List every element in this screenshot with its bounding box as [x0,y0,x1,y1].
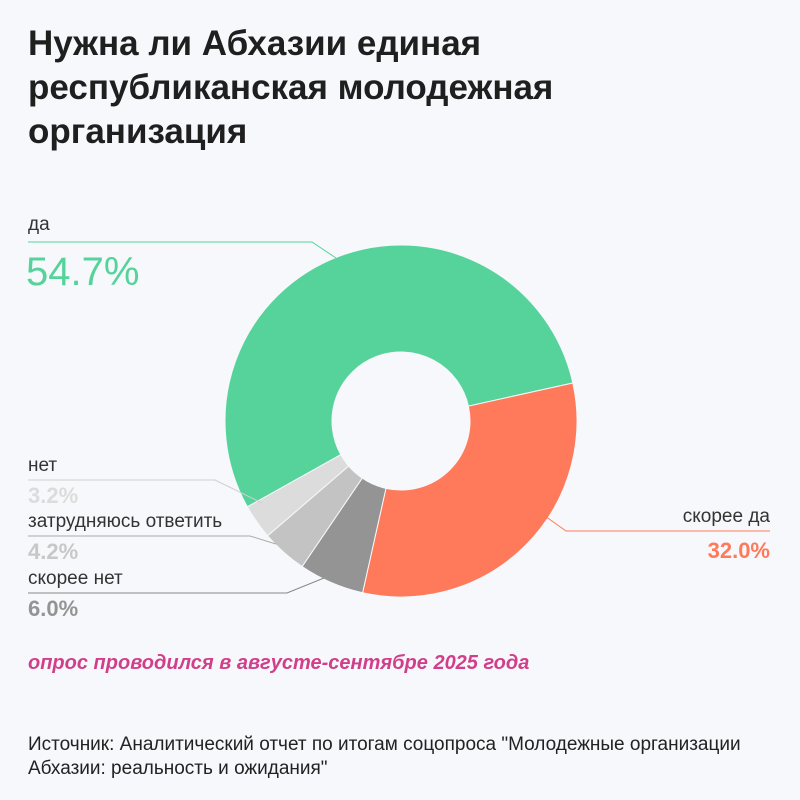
value-skoree-net: 6.0% [28,596,79,621]
donut-slice-4 [246,453,350,537]
value-zatrud: 4.2% [28,539,79,564]
label-net: нет [28,455,58,476]
chart-title: Нужна ли Абхазии единая республиканская … [28,24,554,151]
survey-note: опрос проводился в августе-сентябре 2025… [28,652,530,674]
value-net: 3.2% [28,483,79,508]
leader-line-da [28,241,337,259]
source-text: Источник: Аналитический отчет по итогам … [28,734,741,779]
leader-line-skoree-da [544,515,770,532]
donut-slice-0 [224,244,574,508]
label-skoree-da: скорее да [682,506,770,527]
leader-line-net [28,479,263,504]
value-da: 54.7% [26,250,140,294]
label-zatrud: затрудняюсь ответить [28,511,223,532]
label-da: да [28,214,50,235]
leader-line-skoree-net [28,577,325,594]
label-skoree-net: скорее нет [28,568,123,589]
leader-line-zatrud [28,535,277,545]
value-skoree-da: 32.0% [707,538,770,563]
donut-slice-1 [361,382,578,598]
